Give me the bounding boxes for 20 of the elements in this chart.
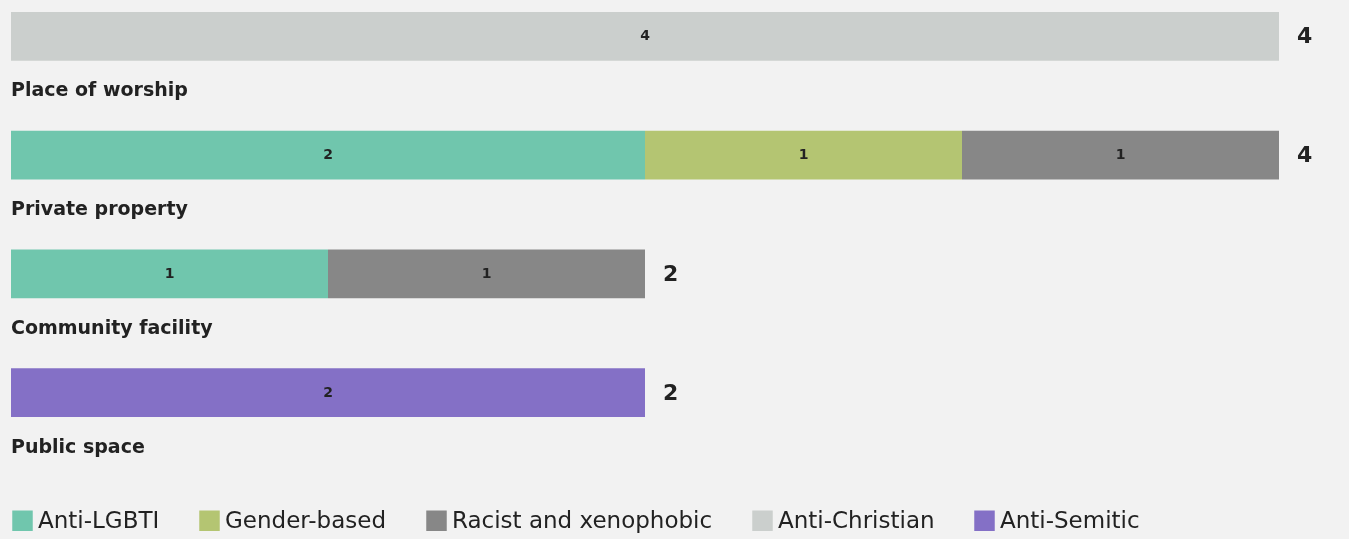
data-label: 2 <box>323 146 333 163</box>
data-label: 1 <box>1115 146 1126 163</box>
data-label: 4 <box>640 27 651 44</box>
y-tick-label: Private property <box>11 197 189 220</box>
legend-label: Gender-based <box>225 506 387 533</box>
total-label: 2 <box>663 379 679 405</box>
legend-label: Racist and xenophobic <box>452 506 713 533</box>
y-tick-label: Public space <box>11 434 145 457</box>
total-label: 4 <box>1297 142 1313 168</box>
y-tick-label: Place of worship <box>11 78 188 101</box>
y-tick-label: Community facility <box>11 315 214 338</box>
legend-label: Anti-Christian <box>778 506 935 533</box>
data-label: 2 <box>323 383 333 400</box>
data-label: 1 <box>481 264 492 281</box>
data-label: 1 <box>798 146 809 163</box>
total-label: 4 <box>1297 23 1313 49</box>
total-label: 2 <box>663 260 679 286</box>
legend-label: Anti-LGBTI <box>38 506 160 533</box>
legend-label: Anti-Semitic <box>1000 506 1140 533</box>
data-label: 1 <box>164 264 175 281</box>
